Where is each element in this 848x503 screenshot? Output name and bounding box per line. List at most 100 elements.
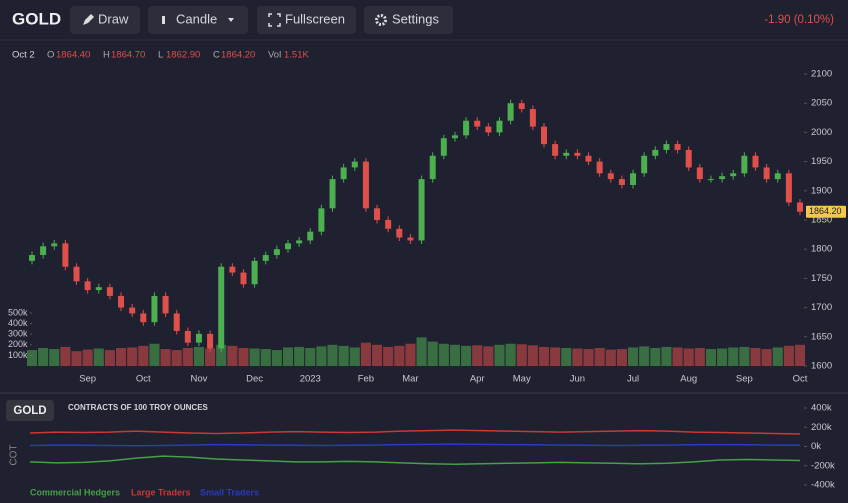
candle-body — [162, 295, 169, 314]
volume-bar — [60, 346, 71, 366]
candle-body — [318, 208, 325, 232]
candle-body — [641, 155, 648, 174]
candle-body — [118, 295, 125, 308]
volume-tick-label: 500k — [8, 307, 28, 317]
last-price-label: 1864.20 — [809, 206, 842, 216]
candle-button[interactable]: Candle — [148, 6, 248, 34]
volume-bar — [260, 349, 271, 366]
candle-body — [84, 281, 91, 291]
x-tick-label: Feb — [358, 374, 374, 385]
candle-body — [106, 287, 113, 296]
volume-bar — [338, 345, 349, 366]
pencil-icon — [83, 14, 94, 25]
candle-body — [652, 149, 659, 156]
candle-body — [763, 167, 770, 180]
candle-body — [607, 173, 614, 180]
x-tick-label: Mar — [402, 374, 418, 385]
info-date: Oct 2 — [12, 50, 35, 61]
button-label: Settings — [392, 11, 439, 26]
symbol: GOLD — [12, 9, 61, 28]
candle-body — [774, 173, 781, 180]
candle-body — [307, 231, 314, 241]
volume-bar — [115, 347, 127, 366]
legend-entry: Large Traders — [131, 487, 191, 497]
volume-bar — [561, 347, 572, 366]
volume-bar — [427, 341, 438, 366]
fullscreen-button[interactable]: Fullscreen — [257, 6, 356, 34]
candle-body — [218, 266, 225, 349]
candle-body — [407, 237, 414, 241]
volume-tick-label: 100k — [8, 350, 28, 360]
y-tick-label: 1650 — [811, 331, 832, 342]
volume-bar — [82, 349, 93, 366]
volume-bar — [661, 346, 672, 366]
fullscreen-icon — [268, 13, 281, 27]
volume-bar — [216, 344, 227, 366]
volume-bar — [71, 351, 82, 366]
candle-body — [541, 126, 547, 145]
candle-body — [195, 333, 202, 343]
volume-bar — [26, 350, 38, 366]
volume-bar — [449, 344, 461, 366]
info-value: 1.51K — [284, 50, 309, 61]
candle-body — [630, 173, 637, 185]
panel-button-label: GOLD — [13, 405, 46, 417]
volume-bar — [305, 347, 316, 366]
candle-body — [585, 155, 592, 162]
volume-bar — [127, 347, 138, 366]
candle-body — [151, 295, 158, 323]
volume-bar — [717, 348, 728, 366]
volume-bar — [494, 344, 505, 366]
volume-bar — [794, 344, 806, 366]
candle-body — [429, 155, 436, 180]
candle-body — [418, 179, 425, 241]
x-tick-label: Dec — [246, 374, 263, 385]
candle-body — [618, 179, 625, 185]
volume-bar — [616, 349, 627, 366]
draw-button[interactable]: Draw — [70, 6, 140, 34]
candle-body — [374, 208, 381, 220]
volume-bar — [483, 346, 494, 366]
button-bg — [70, 6, 140, 34]
volume-bar — [594, 347, 605, 366]
candle-body — [296, 240, 303, 244]
candle-body — [40, 246, 47, 256]
x-tick-label: Oct — [136, 374, 151, 385]
volume-bar — [705, 349, 717, 366]
panel-title: CONTRACTS OF 100 TROY OUNCES — [68, 403, 209, 412]
info-key: H — [103, 50, 110, 61]
y-axis-label: COT — [9, 444, 20, 465]
volume-bar — [472, 345, 483, 366]
volume-bar — [572, 348, 583, 366]
candle-body — [563, 152, 570, 156]
volume-bar — [371, 344, 383, 366]
info-value: 1864.20 — [221, 50, 255, 61]
candle-body — [73, 266, 80, 282]
volume-bar — [728, 347, 739, 366]
y-tick-label: -400k — [811, 480, 835, 491]
panel-button[interactable] — [6, 400, 54, 421]
candle-body — [262, 255, 269, 261]
volume-bar — [739, 346, 750, 366]
candle-body — [385, 220, 392, 229]
candle-body — [797, 202, 803, 212]
volume-bar — [627, 347, 639, 366]
price-change: -1.90 (0.10%) — [764, 14, 834, 26]
button-bg — [257, 6, 356, 34]
candle-body — [529, 109, 536, 127]
candle-body — [674, 144, 681, 150]
settings-button[interactable]: Settings — [364, 6, 453, 34]
info-key: Vol — [268, 50, 281, 61]
y-tick-label: 2100 — [811, 69, 832, 80]
x-tick-label: Nov — [191, 374, 208, 385]
y-tick-label: 1900 — [811, 185, 832, 196]
candle-body — [184, 330, 191, 343]
volume-bar — [750, 347, 761, 366]
candle-body — [207, 333, 214, 349]
legend-entry: Small Traders — [200, 487, 259, 497]
candle-body — [62, 243, 69, 267]
dropdown-icon — [228, 18, 234, 22]
candle-body — [574, 152, 581, 156]
button-label: Candle — [176, 11, 217, 26]
